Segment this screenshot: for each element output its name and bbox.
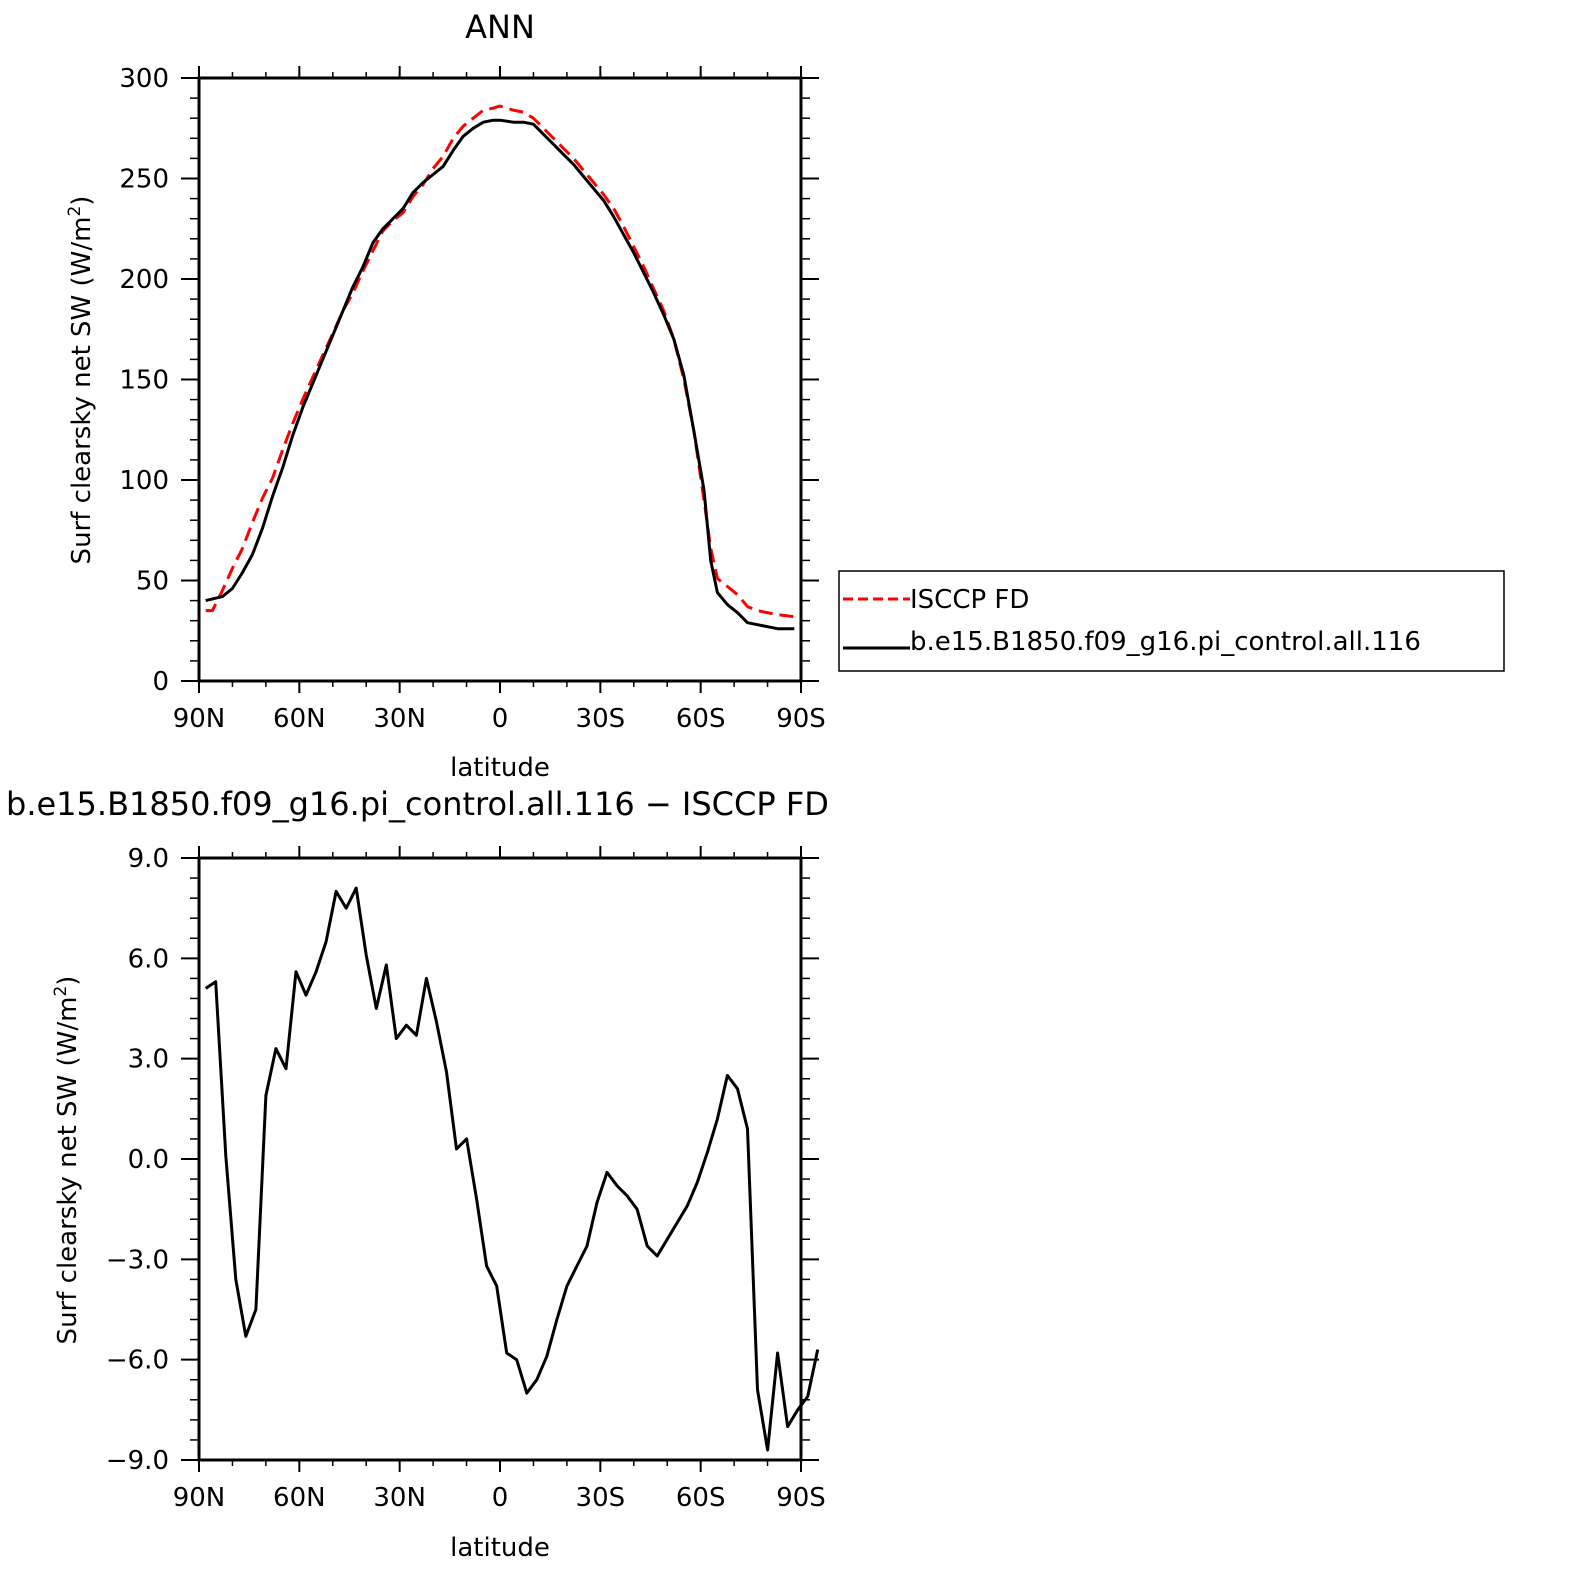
bottom-series xyxy=(204,886,820,1452)
top-x-tick-label: 0 xyxy=(492,704,509,734)
top-y-axis-label: Surf clearsky net SW (W/m2) xyxy=(65,196,97,565)
bottom-panel: b.e15.B1850.f09_g16.pi_control.all.116 −… xyxy=(6,785,829,1563)
top-y-tick-label: 200 xyxy=(119,265,169,295)
bottom-x-tick-label: 0 xyxy=(492,1483,509,1513)
bottom-x-axis-label: latitude xyxy=(450,1533,550,1563)
top-series xyxy=(205,104,795,631)
top-panel: ANN 90N 60N 30N 0 30S 60S 90S 0 50 100 150 200 250 30… xyxy=(65,8,826,783)
top-y-tick-label: 300 xyxy=(119,64,169,94)
top-x-axis-label: latitude xyxy=(450,753,550,783)
bottom-x-tick-label: 60S xyxy=(676,1483,726,1513)
bottom-x-tick-label: 30S xyxy=(576,1483,626,1513)
legend-label-model: b.e15.B1850.f09_g16.pi_control.all.116 xyxy=(910,627,1421,657)
top-series-line-0 xyxy=(205,104,795,619)
legend: ISCCP FD b.e15.B1850.f09_g16.pi_control.… xyxy=(838,570,1505,672)
bottom-y-tick-label: −6.0 xyxy=(106,1346,169,1376)
top-y-tick-label: 250 xyxy=(119,165,169,195)
top-ticks: 90N 60N 30N 0 30S 60S 90S 0 50 100 150 200 250 300 xyxy=(119,64,825,734)
top-y-tick-label: 100 xyxy=(119,466,169,496)
top-plot-frame xyxy=(197,76,803,683)
bottom-y-axis-label: Surf clearsky net SW (W/m2) xyxy=(51,976,83,1345)
top-x-tick-label: 90S xyxy=(776,704,826,734)
bottom-x-tick-label: 30N xyxy=(373,1483,426,1513)
bottom-chart-title: b.e15.B1850.f09_g16.pi_control.all.116 −… xyxy=(6,785,829,823)
top-series-line-1 xyxy=(205,118,795,631)
top-y-tick-label: 150 xyxy=(119,366,169,396)
legend-box xyxy=(838,570,1505,672)
top-chart-title: ANN xyxy=(465,8,535,46)
bottom-y-tick-label: 9.0 xyxy=(128,844,169,874)
top-x-tick-label: 60N xyxy=(273,704,326,734)
bottom-y-tick-label: −9.0 xyxy=(106,1446,169,1476)
bottom-x-tick-label: 90N xyxy=(173,1483,226,1513)
top-x-tick-label: 30S xyxy=(576,704,626,734)
bottom-plot-frame xyxy=(197,856,803,1462)
bottom-x-tick-label: 90S xyxy=(776,1483,826,1513)
top-y-tick-label: 0 xyxy=(152,667,169,697)
bottom-series-line-0 xyxy=(204,886,820,1452)
bottom-y-tick-label: −3.0 xyxy=(106,1245,169,1275)
top-x-tick-label: 60S xyxy=(676,704,726,734)
bottom-y-tick-label: 0.0 xyxy=(128,1145,169,1175)
bottom-ticks: 90N 60N 30N 0 30S 60S 90S −9.0 −6.0 −3.0 0.0 3.0 6.0… xyxy=(106,844,826,1513)
top-x-tick-label: 90N xyxy=(173,704,226,734)
top-y-tick-label: 50 xyxy=(136,567,169,597)
bottom-y-tick-label: 6.0 xyxy=(128,944,169,974)
bottom-x-tick-label: 60N xyxy=(273,1483,326,1513)
top-x-tick-label: 30N xyxy=(373,704,426,734)
legend-label-isccp: ISCCP FD xyxy=(910,585,1029,615)
bottom-y-tick-label: 3.0 xyxy=(128,1045,169,1075)
